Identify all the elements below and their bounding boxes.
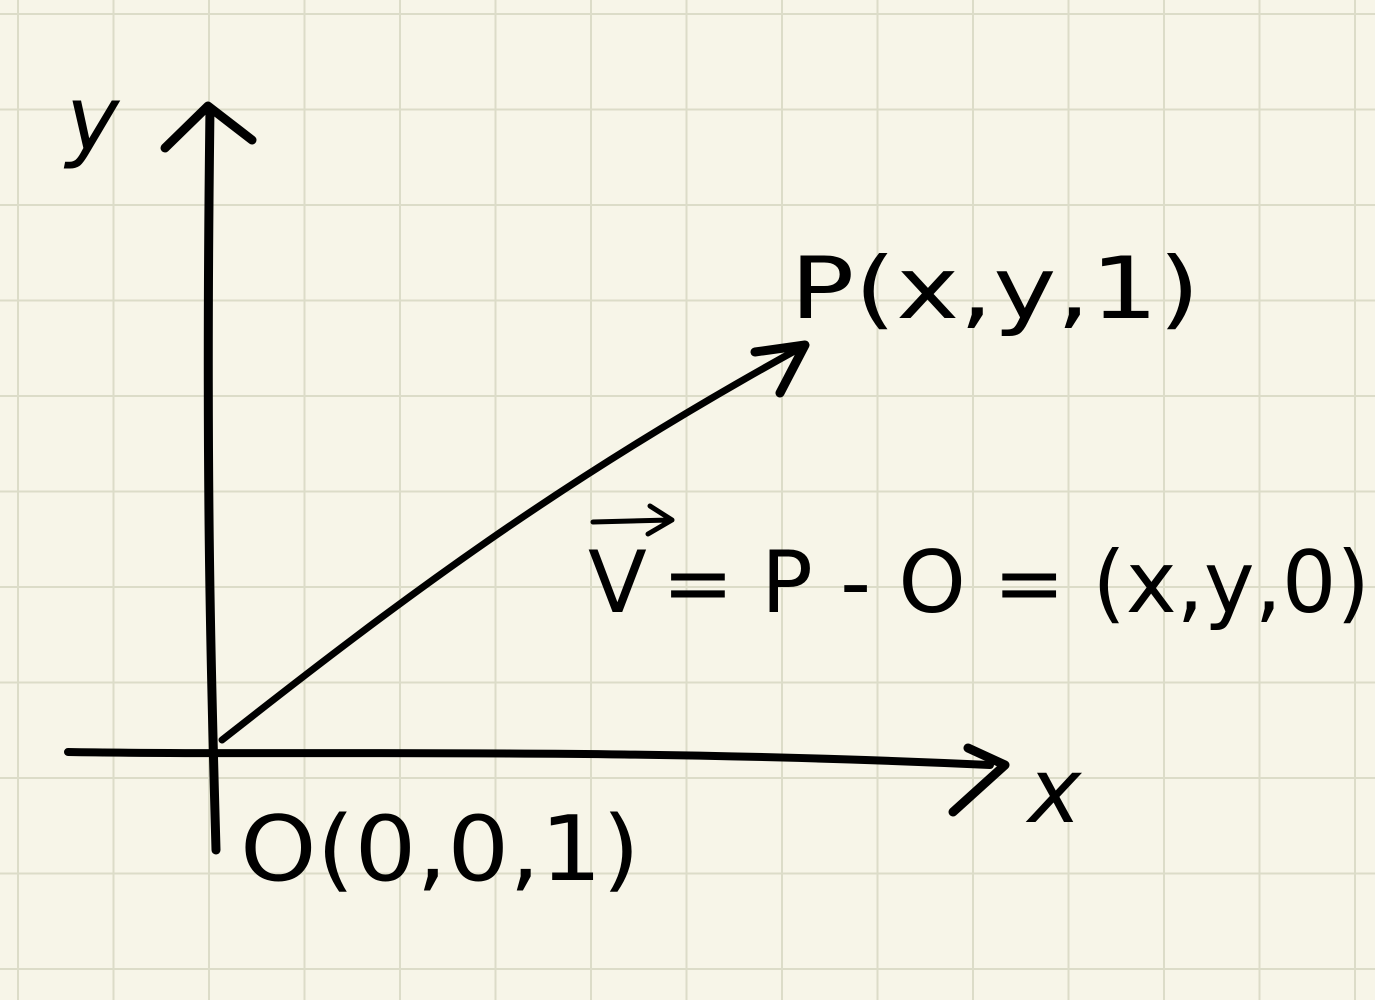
- vector-v-symbol: V: [588, 533, 647, 633]
- y-axis-label: y: [63, 67, 121, 172]
- point-p-label: P(x,y,1): [790, 239, 1200, 339]
- vector-equation: = P - O = (x,y,0): [662, 533, 1370, 633]
- vector-overarrow: [590, 503, 675, 537]
- vector-v-line: [218, 344, 804, 744]
- origin-label: O(0,0,1): [240, 797, 640, 902]
- y-axis-line: [203, 103, 221, 855]
- x-axis-label: x: [1025, 739, 1083, 844]
- x-axis-arrowhead: [948, 743, 1010, 817]
- x-axis-line: [64, 748, 994, 769]
- vector-v-arrowhead: [750, 340, 810, 398]
- y-axis-arrowhead: [160, 101, 257, 153]
